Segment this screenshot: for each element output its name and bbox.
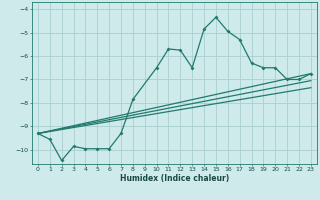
X-axis label: Humidex (Indice chaleur): Humidex (Indice chaleur) bbox=[120, 174, 229, 183]
